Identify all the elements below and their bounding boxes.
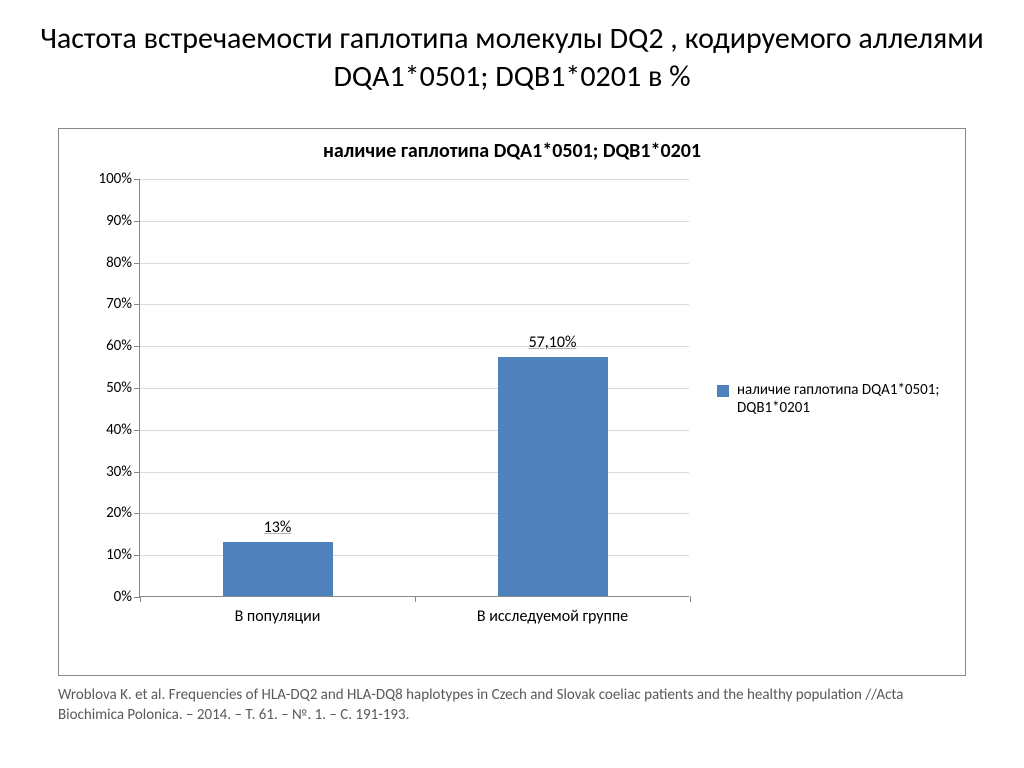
y-axis-label: 80% — [80, 254, 132, 272]
legend-series-label: наличие гаплотипа DQA1*0501; DQB1*0201 — [737, 381, 947, 417]
chart-frame: наличие гаплотипа DQA1*0501; DQB1*0201 0… — [58, 128, 966, 676]
y-tick — [134, 346, 140, 347]
bar-rect — [223, 542, 333, 596]
y-axis-label: 20% — [80, 504, 132, 522]
x-axis-label: В исследуемой группе — [477, 607, 628, 626]
y-axis-label: 30% — [80, 463, 132, 481]
y-tick — [134, 388, 140, 389]
y-axis-label: 0% — [80, 588, 132, 606]
y-tick — [134, 304, 140, 305]
slide-title: Частота встречаемости гаплотипа молекулы… — [0, 0, 1024, 105]
y-axis-label: 60% — [80, 337, 132, 355]
chart-body: 0% 10% 20% 30% 40% 50% 60% 70% 80% 90% 100% 13% В по… — [59, 171, 965, 675]
bar: 13% — [223, 542, 333, 596]
x-tick — [690, 596, 691, 602]
y-axis-label: 50% — [80, 379, 132, 397]
chart-plot-area: 0%10%20%30%40%50%60%70%80%90%100%13%В по… — [139, 179, 689, 597]
x-tick — [415, 596, 416, 602]
citation-text: Wroblova K. et al. Frequencies of HLA-DQ… — [58, 686, 966, 725]
bar-value-label: 57,10% — [529, 333, 577, 352]
bar: 57,10% — [498, 357, 608, 596]
bar-rect — [498, 357, 608, 596]
bar-value-label: 13% — [264, 518, 292, 537]
y-tick — [134, 472, 140, 473]
y-tick — [134, 263, 140, 264]
y-tick — [134, 555, 140, 556]
y-tick — [134, 221, 140, 222]
legend-swatch-icon — [717, 385, 729, 397]
gridline — [140, 221, 689, 222]
gridline — [140, 179, 689, 180]
gridline — [140, 346, 689, 347]
y-tick — [134, 513, 140, 514]
chart-title: наличие гаплотипа DQA1*0501; DQB1*0201 — [59, 129, 965, 167]
gridline — [140, 263, 689, 264]
slide: Частота встречаемости гаплотипа молекулы… — [0, 0, 1024, 768]
y-axis-label: 70% — [80, 295, 132, 313]
y-axis-label: 10% — [80, 546, 132, 564]
y-axis-label: 90% — [80, 212, 132, 230]
gridline — [140, 304, 689, 305]
x-axis-label: В популяции — [235, 607, 321, 626]
y-axis-label: 100% — [80, 170, 132, 188]
x-tick — [140, 596, 141, 602]
y-tick — [134, 179, 140, 180]
y-axis-label: 40% — [80, 421, 132, 439]
chart-legend: наличие гаплотипа DQA1*0501; DQB1*0201 — [717, 381, 947, 417]
y-tick — [134, 430, 140, 431]
